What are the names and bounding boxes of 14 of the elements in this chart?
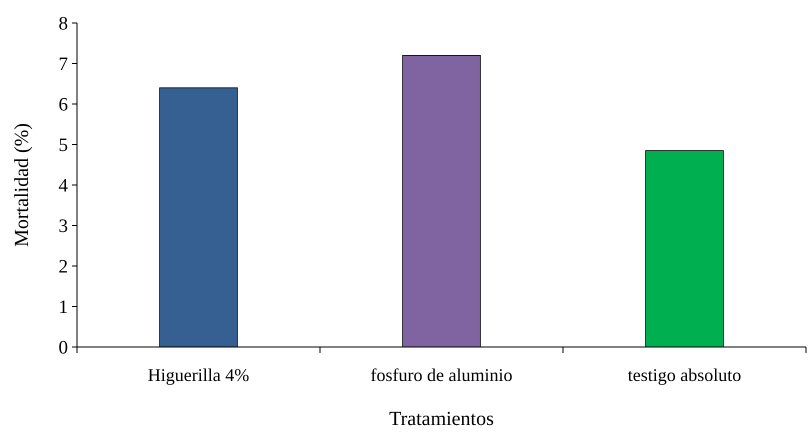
y-tick-label: 7 <box>58 54 68 76</box>
x-tick-label: testigo absoluto <box>628 365 742 385</box>
y-tick-label: 0 <box>58 338 68 359</box>
x-tick-label: fosfuro de aluminio <box>370 365 512 385</box>
y-tick-label: 8 <box>58 14 68 35</box>
x-axis-title: Tratamientos <box>389 408 494 430</box>
y-tick-label: 1 <box>58 297 68 318</box>
y-tick-label: 4 <box>58 176 68 197</box>
y-tick-label: 2 <box>58 256 68 278</box>
y-tick-label: 3 <box>58 216 68 238</box>
y-axis-title: Mortalidad (%) <box>11 123 33 247</box>
x-tick-label: Higuerilla 4% <box>148 365 250 385</box>
y-tick-label: 5 <box>58 135 68 156</box>
y-tick-label: 6 <box>58 94 68 116</box>
